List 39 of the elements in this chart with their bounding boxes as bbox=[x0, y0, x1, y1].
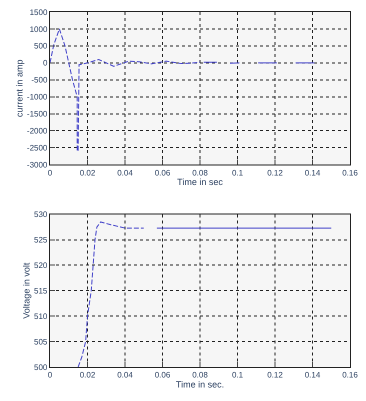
x-tick-label: 0.02 bbox=[80, 370, 96, 380]
x-tick-label: 0.04 bbox=[117, 168, 134, 178]
y-axis-title: current in amp bbox=[14, 60, 24, 118]
x-tick-label: 0.06 bbox=[154, 168, 171, 178]
x-tick-label: 0.06 bbox=[154, 370, 171, 380]
y-tick-label: 520 bbox=[34, 261, 48, 270]
y-axis-title: Voltage in volt bbox=[21, 262, 32, 319]
y-tick-label: 525 bbox=[34, 236, 48, 245]
x-tick-label: 0.12 bbox=[267, 370, 284, 380]
y-tick-label: 500 bbox=[34, 362, 48, 372]
y-tick-label: 0 bbox=[42, 58, 48, 68]
x-axis-title: Time in sec bbox=[177, 177, 224, 188]
y-tick-label: 530 bbox=[34, 210, 48, 220]
x-tick-label: 0.1 bbox=[232, 370, 244, 380]
y-tick-label: -3000 bbox=[26, 160, 48, 170]
line-series bbox=[78, 221, 144, 367]
y-tick-label: 505 bbox=[34, 337, 48, 346]
x-tick-label: 0.08 bbox=[192, 370, 208, 380]
x-axis-title: Time in sec. bbox=[176, 380, 224, 390]
x-tick-label: 0.16 bbox=[342, 168, 358, 178]
y-tick-label: 500 bbox=[34, 42, 48, 51]
x-tick-label: 0.1 bbox=[232, 168, 244, 178]
x-tick-label: 0.16 bbox=[342, 370, 358, 380]
y-tick-label: -500 bbox=[31, 76, 48, 85]
y-tick-label: -2000 bbox=[26, 126, 48, 136]
y-tick-label: 1000 bbox=[30, 24, 48, 34]
y-tick-label: -2500 bbox=[26, 143, 48, 152]
x-tick-label: 0.14 bbox=[304, 370, 321, 380]
x-tick-label: 0.08 bbox=[192, 168, 208, 178]
x-tick-label: 0.02 bbox=[80, 168, 96, 178]
y-tick-label: 510 bbox=[34, 312, 48, 321]
y-tick-label: 1500 bbox=[30, 8, 48, 17]
line-series bbox=[50, 28, 200, 152]
y-tick-label: -1500 bbox=[26, 110, 48, 119]
x-tick-label: 0.04 bbox=[117, 370, 134, 380]
x-tick-label: 0.12 bbox=[267, 168, 284, 178]
y-tick-label: -1000 bbox=[26, 92, 48, 102]
x-tick-label: 0.14 bbox=[304, 168, 321, 178]
y-tick-label: 515 bbox=[34, 286, 48, 296]
